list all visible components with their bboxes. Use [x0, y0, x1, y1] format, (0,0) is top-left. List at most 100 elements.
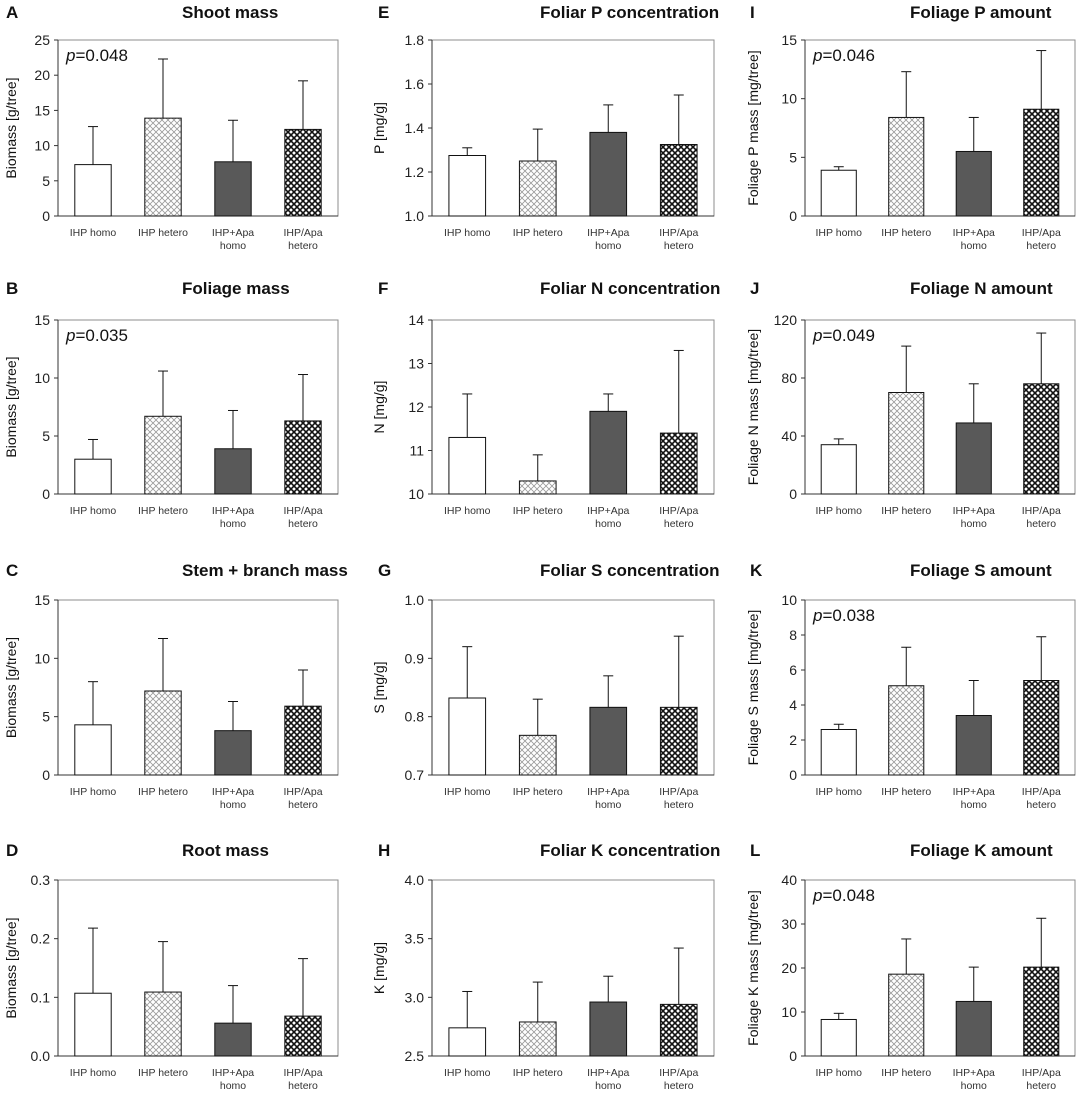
x-category-label: hetero: [288, 1080, 318, 1092]
y-tick-label: 15: [34, 592, 50, 608]
y-axis-label: K [mg/g]: [371, 942, 387, 994]
bar-e-1: [448, 155, 487, 217]
bar-a-1: [74, 164, 112, 217]
y-tick-label: 5: [789, 149, 797, 165]
p-symbol: p: [812, 606, 822, 625]
panel-label: G: [378, 561, 391, 580]
y-axis-label: Biomass [g/tree]: [3, 356, 19, 457]
bar-e-3: [589, 131, 628, 217]
x-category-label: hetero: [664, 1080, 694, 1092]
chart-title: Shoot mass: [182, 3, 278, 22]
y-tick-label: 0.2: [31, 931, 51, 947]
x-category-label: IHP/Apa: [1022, 1067, 1061, 1079]
y-tick-label: 14: [408, 312, 424, 328]
x-category-label: homo: [220, 799, 246, 811]
x-category-label: IHP homo: [816, 786, 863, 798]
x-category-label: IHP+Apa: [212, 227, 254, 239]
y-tick-label: 5: [42, 428, 50, 444]
p-value-annotation: p=0.048: [65, 46, 128, 65]
p-value-annotation: p=0.038: [812, 606, 875, 625]
x-category-label: IHP hetero: [881, 227, 931, 239]
y-tick-label: 40: [781, 872, 797, 888]
bar-i-3: [955, 150, 992, 217]
y-tick-label: 3.0: [405, 989, 425, 1005]
bar-j-2: [888, 392, 925, 495]
x-category-label: IHP hetero: [138, 227, 188, 239]
x-category-label: IHP homo: [70, 505, 117, 517]
y-tick-label: 13: [408, 356, 424, 372]
p-symbol: p: [812, 46, 822, 65]
y-tick-label: 80: [781, 370, 797, 386]
bar-f-1: [448, 436, 487, 495]
y-tick-label: 12: [408, 399, 424, 415]
y-tick-label: 3.5: [405, 931, 425, 947]
p-value-annotation: p=0.046: [812, 46, 875, 65]
x-category-label: IHP homo: [444, 505, 491, 517]
chart-title: Foliar N concentration: [540, 279, 720, 298]
y-axis-label: Biomass [g/tree]: [3, 77, 19, 178]
y-tick-label: 25: [34, 32, 50, 48]
y-tick-label: 20: [781, 960, 797, 976]
x-category-label: IHP/Apa: [1022, 227, 1061, 239]
x-category-label: IHP+Apa: [587, 227, 629, 239]
y-tick-label: 15: [781, 32, 797, 48]
bar-l-1: [820, 1018, 857, 1057]
x-category-label: IHP homo: [816, 227, 863, 239]
bar-h-2: [518, 1021, 557, 1057]
x-category-label: hetero: [1026, 1080, 1056, 1092]
bar-h-3: [589, 1001, 628, 1057]
y-tick-label: 15: [34, 312, 50, 328]
y-axis-label: Foliage P mass [mg/tree]: [745, 50, 761, 205]
y-tick-label: 10: [34, 370, 50, 386]
p-value: =0.035: [75, 326, 127, 345]
y-tick-label: 1.6: [405, 76, 425, 92]
bar-f-2: [518, 480, 557, 495]
x-category-label: IHP+Apa: [953, 786, 995, 798]
y-tick-label: 0: [42, 767, 50, 783]
bar-j-1: [820, 444, 857, 495]
x-category-label: IHP+Apa: [953, 1067, 995, 1079]
x-category-label: IHP hetero: [881, 1067, 931, 1079]
chart-panel-d: 0.0 0.1 0.2 0.3 IHP homo IHP hetero IHP+Apahom…: [3, 841, 339, 1092]
bar-a-4: [284, 128, 322, 217]
y-axis-label: Biomass [g/tree]: [3, 917, 19, 1018]
bar-f-4: [659, 432, 698, 495]
y-tick-label: 1.0: [405, 208, 425, 224]
bar-g-2: [518, 734, 557, 776]
y-tick-label: 1.2: [405, 164, 425, 180]
x-category-label: homo: [961, 240, 987, 252]
x-category-label: IHP+Apa: [212, 786, 254, 798]
x-category-label: IHP homo: [444, 786, 491, 798]
p-symbol: p: [65, 46, 75, 65]
y-tick-label: 5: [42, 173, 50, 189]
panel-label: D: [6, 841, 18, 860]
x-category-label: IHP+Apa: [587, 505, 629, 517]
y-tick-label: 1.4: [405, 120, 425, 136]
x-category-label: IHP hetero: [881, 786, 931, 798]
y-tick-label: 10: [408, 486, 424, 502]
x-category-label: homo: [595, 240, 621, 252]
bar-g-3: [589, 706, 628, 776]
x-category-label: IHP/Apa: [659, 227, 698, 239]
x-category-label: IHP/Apa: [283, 227, 322, 239]
panel-label: E: [378, 3, 389, 22]
x-category-label: hetero: [1026, 518, 1056, 530]
x-category-label: homo: [220, 240, 246, 252]
y-tick-label: 0: [789, 486, 797, 502]
p-symbol: p: [65, 326, 75, 345]
bar-l-3: [955, 1000, 992, 1057]
x-category-label: IHP+Apa: [587, 786, 629, 798]
y-tick-label: 2: [789, 732, 797, 748]
p-value: =0.046: [822, 46, 874, 65]
y-tick-label: 10: [781, 91, 797, 107]
x-category-label: homo: [220, 518, 246, 530]
p-value-annotation: p=0.048: [812, 886, 875, 905]
x-category-label: IHP homo: [444, 1067, 491, 1079]
y-tick-label: 5: [42, 709, 50, 725]
y-tick-label: 20: [34, 67, 50, 83]
